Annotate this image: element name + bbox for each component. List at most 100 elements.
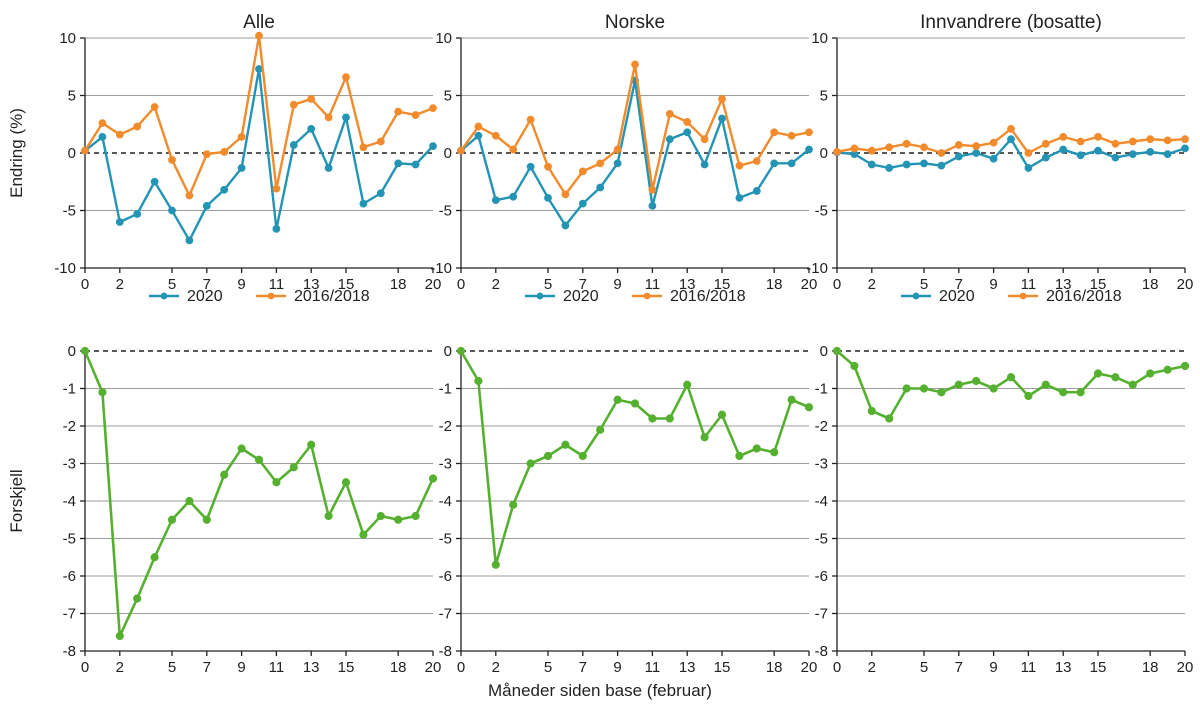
svg-text:5: 5 (920, 276, 928, 293)
svg-text:15: 15 (1090, 659, 1107, 676)
svg-text:-2: -2 (815, 418, 828, 435)
svg-text:10: 10 (435, 30, 452, 47)
y-axis-label-top: Endring (%) (7, 108, 26, 198)
svg-text:-5: -5 (815, 531, 828, 548)
svg-text:5: 5 (544, 276, 552, 293)
svg-text:5: 5 (444, 88, 452, 105)
svg-text:18: 18 (390, 276, 407, 293)
svg-text:-6: -6 (815, 568, 828, 585)
svg-text:2: 2 (492, 276, 500, 293)
svg-text:2: 2 (116, 276, 124, 293)
svg-text:10: 10 (811, 30, 828, 47)
svg-text:-3: -3 (815, 456, 828, 473)
svg-text:0: 0 (81, 659, 89, 676)
svg-text:0: 0 (444, 343, 452, 360)
svg-text:-5: -5 (815, 203, 828, 220)
svg-text:9: 9 (989, 659, 997, 676)
svg-text:0: 0 (820, 343, 828, 360)
svg-text:-3: -3 (63, 456, 76, 473)
svg-text:0: 0 (68, 145, 76, 162)
chart-root: Alle-10-50510025791113151820Norske-10-50… (0, 0, 1200, 727)
svg-text:18: 18 (1142, 659, 1159, 676)
svg-text:-5: -5 (63, 531, 76, 548)
svg-text:-1: -1 (439, 381, 452, 398)
legend-label: 2016/2018 (670, 288, 746, 305)
svg-text:11: 11 (269, 659, 285, 676)
legend-label: 2020 (939, 288, 975, 305)
svg-text:-7: -7 (63, 606, 76, 623)
svg-text:-10: -10 (54, 260, 76, 277)
svg-text:18: 18 (766, 659, 783, 676)
svg-text:13: 13 (303, 659, 320, 676)
svg-text:-4: -4 (815, 493, 828, 510)
svg-text:20: 20 (1177, 276, 1194, 293)
svg-text:15: 15 (338, 659, 355, 676)
svg-text:7: 7 (203, 659, 211, 676)
svg-text:11: 11 (645, 659, 661, 676)
svg-text:0: 0 (68, 343, 76, 360)
svg-text:20: 20 (425, 659, 442, 676)
svg-text:-10: -10 (430, 260, 452, 277)
svg-text:-5: -5 (439, 531, 452, 548)
svg-text:-5: -5 (63, 203, 76, 220)
svg-text:13: 13 (679, 659, 696, 676)
svg-text:-4: -4 (63, 493, 76, 510)
chart-svg: Alle-10-50510025791113151820Norske-10-50… (0, 0, 1200, 727)
svg-text:7: 7 (955, 659, 963, 676)
svg-text:11: 11 (1021, 659, 1037, 676)
svg-text:15: 15 (714, 659, 731, 676)
svg-text:9: 9 (237, 659, 245, 676)
svg-text:10: 10 (59, 30, 76, 47)
svg-text:0: 0 (444, 145, 452, 162)
y-axis-label-bottom: Forskjell (7, 469, 26, 532)
svg-text:18: 18 (1142, 276, 1159, 293)
svg-text:11: 11 (269, 276, 285, 293)
svg-text:-2: -2 (63, 418, 76, 435)
svg-text:5: 5 (168, 659, 176, 676)
svg-text:11: 11 (645, 276, 661, 293)
svg-text:0: 0 (833, 276, 841, 293)
panel-title: Innvandrere (bosatte) (920, 12, 1102, 33)
svg-text:2: 2 (868, 659, 876, 676)
svg-text:5: 5 (920, 659, 928, 676)
svg-text:-8: -8 (439, 643, 452, 660)
svg-text:9: 9 (613, 276, 621, 293)
svg-text:-6: -6 (439, 568, 452, 585)
panel-title: Alle (243, 12, 275, 33)
svg-text:9: 9 (989, 276, 997, 293)
svg-text:2: 2 (116, 659, 124, 676)
svg-text:9: 9 (613, 659, 621, 676)
svg-text:-8: -8 (815, 643, 828, 660)
svg-text:-6: -6 (63, 568, 76, 585)
svg-text:5: 5 (820, 88, 828, 105)
svg-text:0: 0 (833, 659, 841, 676)
svg-text:-8: -8 (63, 643, 76, 660)
legend-label: 2016/2018 (1046, 288, 1122, 305)
svg-text:-4: -4 (439, 493, 452, 510)
panel-title: Norske (605, 12, 665, 33)
svg-text:-1: -1 (63, 381, 76, 398)
x-axis-label: Måneder siden base (februar) (488, 681, 712, 700)
legend-label: 2020 (187, 288, 223, 305)
svg-text:7: 7 (579, 659, 587, 676)
svg-text:2: 2 (868, 276, 876, 293)
svg-text:18: 18 (390, 659, 407, 676)
svg-text:9: 9 (237, 276, 245, 293)
svg-text:-3: -3 (439, 456, 452, 473)
svg-text:-7: -7 (439, 606, 452, 623)
svg-text:11: 11 (1021, 276, 1037, 293)
svg-text:-1: -1 (815, 381, 828, 398)
svg-text:-7: -7 (815, 606, 828, 623)
svg-text:2: 2 (492, 659, 500, 676)
svg-text:0: 0 (457, 659, 465, 676)
svg-text:0: 0 (457, 276, 465, 293)
svg-text:13: 13 (1055, 659, 1072, 676)
svg-text:5: 5 (168, 276, 176, 293)
svg-text:-2: -2 (439, 418, 452, 435)
svg-text:20: 20 (801, 659, 818, 676)
svg-text:20: 20 (1177, 659, 1194, 676)
legend-label: 2020 (563, 288, 599, 305)
svg-text:18: 18 (766, 276, 783, 293)
svg-text:-5: -5 (439, 203, 452, 220)
legend-label: 2016/2018 (294, 288, 370, 305)
